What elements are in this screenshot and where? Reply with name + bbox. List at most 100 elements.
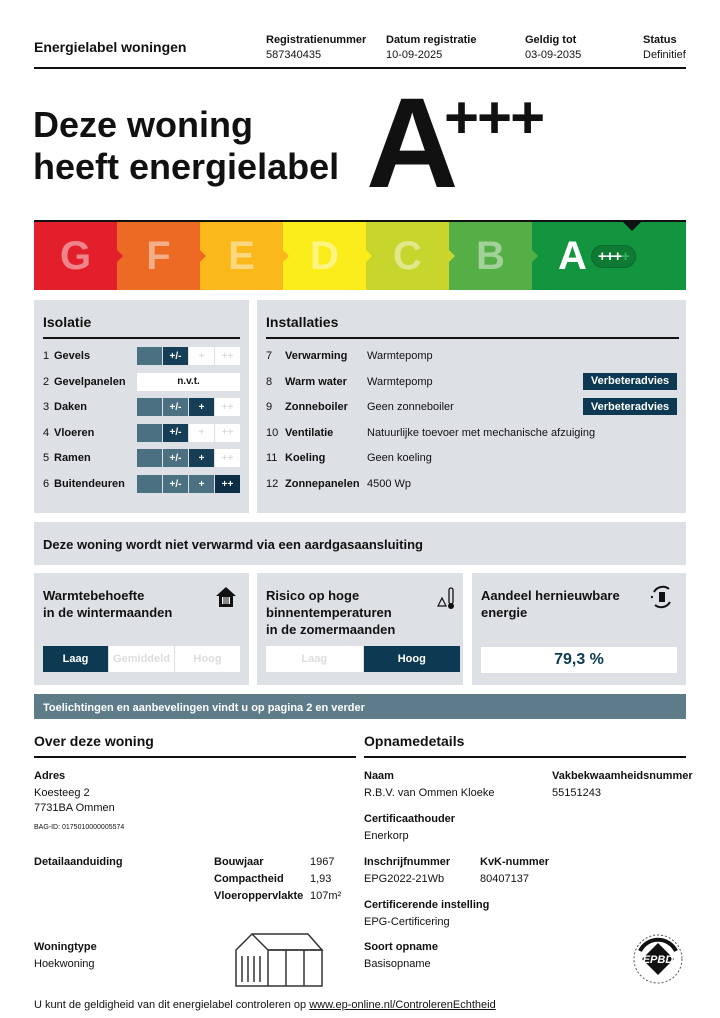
verbeteradvies-button[interactable]: Verbeteradvies: [583, 398, 677, 416]
scale-class-d: D: [283, 222, 366, 290]
isolatie-rating: +/- + ++: [137, 398, 240, 417]
scale-class-f: F: [117, 222, 200, 290]
rating-cell: ++: [215, 347, 240, 365]
bag-id: BAG-ID: 0175010000005574: [34, 824, 125, 831]
rating-cell-label: +/-: [169, 478, 182, 490]
row-value: 4500 Wp: [367, 478, 412, 490]
installaties-panel: Installaties 7 Verwarming Warmtepomp 8 Warm …: [257, 300, 686, 513]
option-gemiddeld: Gemiddeld: [109, 646, 174, 672]
rating-cell-label: ++: [221, 350, 234, 362]
row-label: Ramen: [54, 452, 91, 465]
row-label: Daken: [54, 401, 88, 414]
row-number: 8: [266, 375, 273, 388]
gas-text: Deze woning wordt niet verwarmd via een …: [43, 537, 423, 552]
hero-label-letter: A: [366, 72, 458, 215]
adres-label: Adres: [34, 770, 66, 782]
rating-cell: +: [189, 347, 214, 365]
rating-cell: +: [189, 475, 214, 493]
rating-cell: +/-: [163, 449, 188, 468]
inst-label: Certificerende instelling: [364, 899, 490, 911]
rating-cell-label: ++: [221, 478, 234, 490]
verbeteradvies-button[interactable]: Verbeteradvies: [583, 372, 677, 390]
scale-class-b: B: [449, 222, 532, 290]
naam-label: Naam: [364, 770, 394, 782]
isolatie-row: 5 Ramen: [43, 449, 91, 467]
header-field-value: Definitief: [643, 49, 686, 61]
thermometer-warning-icon: [437, 587, 454, 609]
row-number: 1: [43, 350, 50, 362]
risico-title: Risico op hoge binnentemperaturen in de zo…: [266, 588, 396, 637]
rating-cell-label: +: [198, 350, 205, 362]
installaties-title: Installaties: [266, 314, 339, 330]
soort-value: Basisopname: [364, 958, 431, 970]
house-icon: [216, 587, 236, 607]
scale-arrow: [532, 250, 538, 262]
row-value: Geen koeling: [367, 452, 432, 465]
rating-cell-label: +/-: [169, 452, 182, 464]
row-value: Warmtepomp: [367, 375, 433, 388]
rating-cell: +/-: [163, 398, 188, 417]
scale-letter: G: [59, 233, 92, 278]
row-label: Gevels: [54, 350, 91, 362]
row-number: 12: [266, 478, 279, 490]
header-divider: [34, 67, 686, 69]
opname-title: Opnamedetails: [364, 733, 465, 749]
isolatie-rating: +/- + ++: [137, 347, 240, 365]
installatie-row: 8 Warm water Warmtepomp: [266, 373, 676, 391]
rating-cell-label: +/-: [169, 350, 182, 362]
scale-letter: A: [558, 233, 587, 278]
hero-title: Deze woning heeft energielabel: [33, 104, 339, 188]
footer-text: U kunt de geldigheid van dit energielabe…: [34, 999, 310, 1011]
installatie-row: 9 Zonneboiler Geen zonneboiler: [266, 398, 676, 416]
rating-cell: ++: [215, 398, 240, 417]
scale-class-e: E: [200, 222, 283, 290]
inschr-value: EPG2022-21Wb: [364, 873, 445, 885]
scale-plus-badge: ++++: [590, 244, 636, 268]
installatie-row: 7 Verwarming Warmtepomp: [266, 347, 676, 365]
scale-letter: C: [393, 233, 422, 278]
row-label: Warm water: [285, 375, 347, 388]
scale-arrow: [200, 250, 206, 262]
option-hoog: Hoog: [175, 646, 240, 672]
isolatie-rating: +/- + ++: [137, 423, 240, 442]
verify-link[interactable]: www.ep-online.nl/ControlerenEchtheid: [309, 999, 496, 1011]
rating-cell: +: [189, 398, 214, 417]
doc-title: Energielabel woningen: [34, 39, 187, 55]
rating-cell: [137, 423, 162, 442]
row-label: Verwarming: [285, 350, 348, 362]
row-label: Vloeren: [54, 426, 95, 439]
vloer-label: Vloeroppervlakte: [214, 890, 304, 902]
scale-arrow: [117, 250, 123, 262]
header-field-value: 587340435: [266, 49, 322, 61]
divider: [34, 756, 356, 758]
rating-cell-label: +: [198, 427, 205, 439]
option-laag: Laag: [43, 646, 108, 672]
scale-class-g: G: [34, 222, 117, 290]
rating-cell-label: +/-: [169, 401, 182, 413]
row-number: 4: [43, 426, 50, 439]
risico-scale: Laag Hoog: [266, 646, 460, 672]
epbd-logo: EPBD: [632, 933, 684, 985]
header-field-label: Geldig tot: [525, 34, 577, 46]
row-number: 11: [266, 452, 278, 465]
svg-text:EPBD: EPBD: [643, 954, 674, 966]
header-field-value: 03-09-2035: [525, 49, 582, 61]
rating-cell-label: +/-: [169, 427, 182, 439]
type-value: Hoekwoning: [34, 958, 95, 970]
row-number: 7: [266, 350, 273, 362]
rating-cell-label: ++: [221, 401, 234, 413]
rating-cell: ++: [215, 449, 240, 468]
row-value: Geen zonneboiler: [367, 401, 454, 414]
adres-city: 7731BA Ommen: [34, 802, 115, 814]
rating-cell: +/-: [163, 423, 188, 442]
naam-value: R.B.V. van Ommen Kloeke: [364, 787, 495, 799]
scale-letter: F: [146, 233, 171, 278]
row-label: Zonneboiler: [285, 401, 348, 414]
isolatie-row: 3 Daken: [43, 398, 87, 416]
option-laag: Laag: [266, 646, 363, 672]
hero-line1: Deze woning: [33, 104, 254, 145]
isolatie-rating: +/- + ++: [137, 449, 240, 468]
rating-cell-label: +: [198, 401, 205, 413]
row-label: Koeling: [285, 452, 326, 465]
isolatie-na: n.v.t.: [137, 372, 240, 391]
